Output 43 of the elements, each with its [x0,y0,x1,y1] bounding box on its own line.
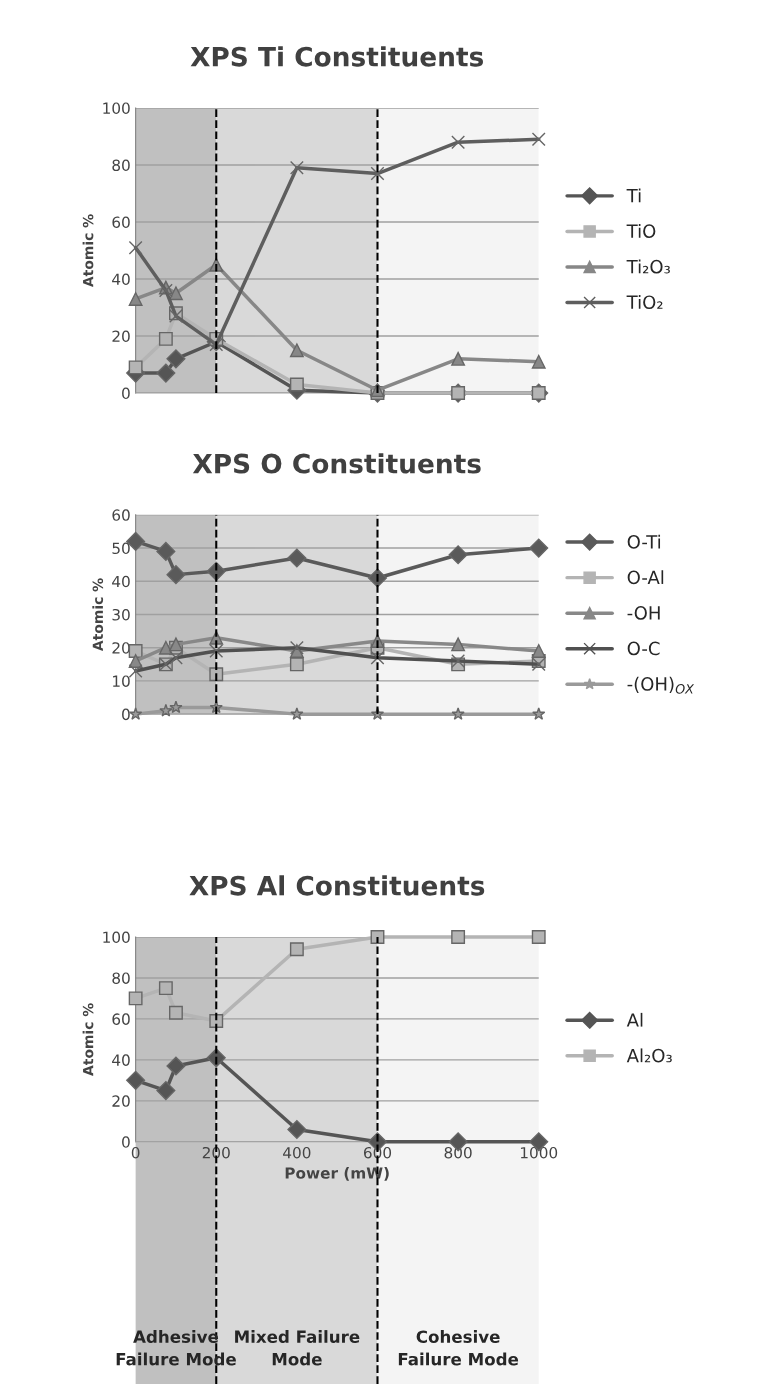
chart-title: XPS O Constituents [192,453,481,474]
band-label: Cohesive Failure Mode [398,1330,519,1366]
legend-label: -(OH)$_{OX}$ [627,676,695,694]
x-axis-title: Power (mW) [285,1167,389,1181]
y-tick-label: 0 [122,387,130,400]
y-tick-label: 60 [112,216,130,229]
x-tick-label: 200 [202,1146,230,1159]
y-tick-label: 0 [122,1136,130,1148]
y-axis-title: Atomic % [82,214,94,288]
y-tick-label: 30 [112,608,130,621]
chart-title: XPS Al Constituents [189,875,485,896]
legend-label: Ti [626,188,641,203]
y-tick-label: 20 [112,1095,130,1107]
y-tick-label: 50 [112,542,130,555]
x-tick-label: 400 [283,1146,311,1159]
y-tick-label: 80 [112,972,130,984]
y-tick-label: 40 [112,575,130,588]
y-axis-title: Atomic % [92,578,104,651]
y-tick-label: 0 [122,708,130,721]
y-tick-label: 10 [113,675,130,687]
y-tick-label: 40 [112,273,130,286]
y-tick-label: 100 [103,931,130,943]
legend-label: Al₂O₃ [626,1048,672,1063]
chart-title: XPS Ti Constituents [190,46,484,67]
y-tick-label: 40 [112,1054,130,1066]
y-axis-title: Atomic % [82,1003,94,1076]
legend-label: O-Al [627,570,664,585]
legend-label: -OH [627,606,660,620]
band-label: Mixed Failure Mode [235,1330,360,1366]
x-tick-label: 1000 [520,1146,558,1159]
legend-label: Ti₂O₃ [626,259,670,274]
band-label: Adhesive Failure Mode [116,1330,236,1366]
legend-label: TiO₂ [626,295,663,310]
y-tick-label: 20 [112,330,130,343]
y-tick-label: 100 [103,102,130,114]
y-tick-label: 60 [112,1013,130,1025]
legend-label: O-Ti [627,534,661,549]
legend-label: O-C [627,641,660,656]
legend-label: Al [626,1012,643,1027]
legend-label: TiO [626,224,656,238]
y-tick-label: 80 [112,159,130,171]
x-tick-label: 0 [131,1146,140,1159]
y-tick-label: 60 [112,509,130,521]
